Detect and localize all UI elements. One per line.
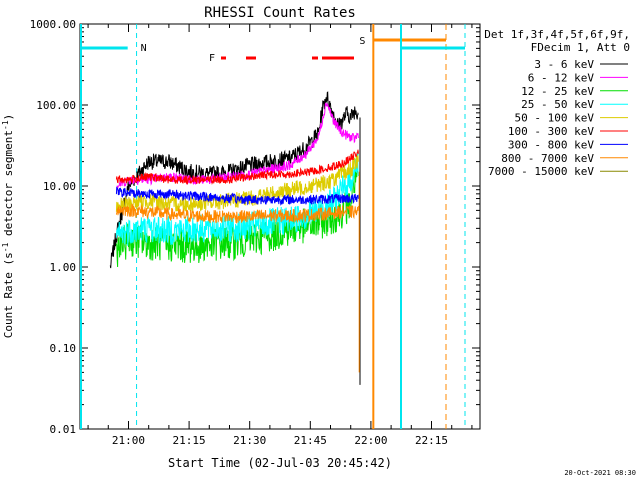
- legend-entry-label: 7000 - 15000 keV: [488, 165, 594, 178]
- legend-header-decimation: FDecim 1, Att 0: [531, 41, 630, 54]
- footer-date: 20-Oct-2021 08:30: [564, 469, 636, 477]
- series-line-8: [115, 203, 359, 224]
- legend: Det 1f,3f,4f,5f,6f,9f,FDecim 1, Att 0 3 -…: [484, 28, 630, 178]
- legend-entry-label: 25 - 50 keV: [521, 98, 594, 111]
- x-tick-label: 21:45: [294, 434, 327, 447]
- y-tick-label: 1.00: [50, 261, 77, 274]
- chart-title: RHESSI Count Rates: [204, 5, 356, 21]
- legend-entry-label: 50 - 100 keV: [515, 112, 595, 125]
- legend-header-detectors: Det 1f,3f,4f,5f,6f,9f,: [484, 28, 630, 41]
- x-tick-label: 21:30: [233, 434, 266, 447]
- x-tick-label: 21:15: [173, 434, 206, 447]
- y-tick-label: 0.10: [50, 342, 77, 355]
- y-tick-label: 0.01: [50, 423, 77, 436]
- y-label-sup1: -1: [1, 242, 10, 252]
- y-axis-label: Count Rate (s-1 detector segment-1): [1, 114, 15, 339]
- y-label-end: ): [2, 114, 15, 121]
- legend-entry-label: 3 - 6 keV: [534, 58, 594, 71]
- x-tick-label: 21:00: [112, 434, 145, 447]
- legend-entry-label: 300 - 800 keV: [508, 138, 594, 151]
- series-line-6: [115, 149, 359, 185]
- y-label-main: Count Rate (s: [2, 252, 15, 338]
- series-lines: [109, 91, 361, 385]
- y-tick-label: 1000.00: [30, 18, 76, 31]
- y-label-mid: detector segment: [2, 130, 15, 243]
- series-line-7: [115, 186, 359, 206]
- x-tick-label: 22:15: [415, 434, 448, 447]
- legend-entry-label: 6 - 12 keV: [528, 71, 595, 84]
- legend-entry-label: 800 - 7000 keV: [501, 152, 594, 165]
- y-tick-label: 100.00: [36, 99, 76, 112]
- flare-marker-label: F: [209, 53, 215, 64]
- legend-entry-label: 12 - 25 keV: [521, 85, 594, 98]
- y-label-sup2: -1: [1, 120, 10, 130]
- series-line-3: [115, 151, 359, 268]
- instrument-markers: N F S: [80, 24, 466, 429]
- legend-entry-label: 100 - 300 keV: [508, 125, 594, 138]
- y-tick-label: 10.00: [43, 180, 76, 193]
- x-tick-label: 22:00: [354, 434, 387, 447]
- saa-marker-label: S: [359, 36, 365, 47]
- axis-ticks: 0.01 0.10 1.00 10.00 100.00 1000.00 21:00 21:15…: [30, 18, 480, 447]
- night-marker-label: N: [141, 43, 147, 54]
- x-axis-label: Start Time (02-Jul-03 20:45:42): [168, 456, 392, 470]
